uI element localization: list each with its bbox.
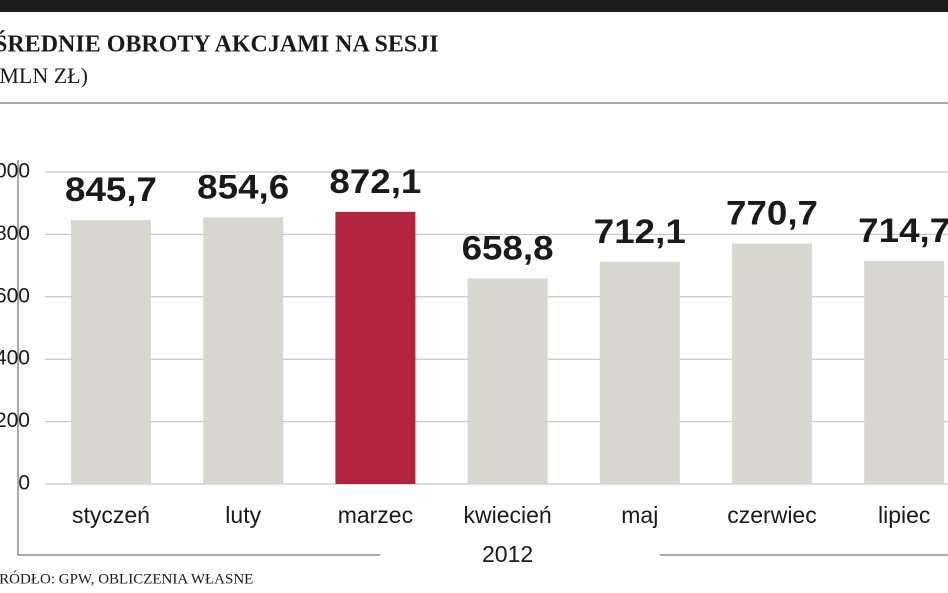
- year-label: 2012: [482, 541, 533, 567]
- bar: [599, 261, 680, 484]
- top-bar: [0, 0, 948, 12]
- y-tick-label: 1000: [0, 160, 30, 183]
- x-tick-label: maj: [621, 502, 658, 528]
- x-tick-label: luty: [225, 502, 261, 528]
- bar: [467, 278, 548, 484]
- value-label: 845,7: [65, 171, 157, 209]
- value-label: 770,7: [726, 195, 818, 233]
- y-tick-label: 200: [0, 409, 30, 432]
- x-tick-label: styczeń: [72, 502, 150, 528]
- chart-title: ŚREDNIE OBROTY AKCJAMI NA SESJI: [0, 31, 439, 58]
- y-tick-label: 400: [0, 347, 30, 370]
- bar: [732, 243, 812, 484]
- source-note: ŹRÓDŁO: GPW, OBLICZENIA WŁASNE: [0, 570, 253, 587]
- bar: [203, 217, 284, 484]
- value-label: 658,8: [462, 229, 554, 267]
- x-tick-label: kwiecień: [463, 502, 551, 528]
- bar: [71, 220, 151, 484]
- value-label: 872,1: [329, 163, 421, 201]
- bar: [335, 211, 416, 485]
- y-tick-label: 0: [18, 472, 30, 495]
- x-tick-label: lipiec: [878, 502, 930, 528]
- chart-subtitle: (MLN ZŁ): [0, 63, 88, 88]
- value-label: 854,6: [197, 168, 289, 206]
- y-tick-label: 800: [0, 222, 30, 245]
- bar: [864, 261, 945, 484]
- value-label: 714,7: [858, 212, 948, 250]
- value-label: 712,1: [594, 213, 686, 251]
- x-tick-label: czerwiec: [727, 502, 816, 528]
- y-tick-label: 600: [0, 284, 30, 307]
- x-tick-label: marzec: [338, 502, 413, 528]
